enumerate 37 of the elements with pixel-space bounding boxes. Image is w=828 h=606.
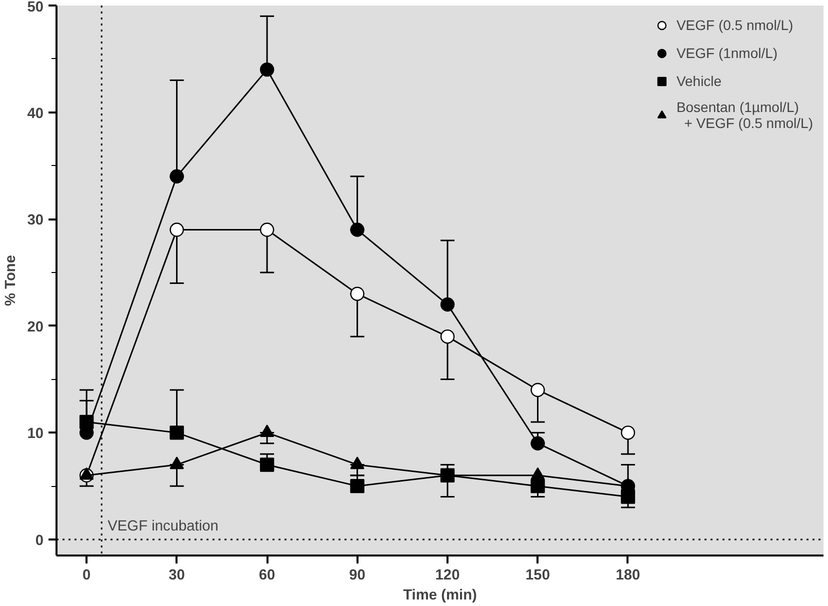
x-tick-label: 150 (526, 568, 550, 584)
x-tick-label: 90 (349, 568, 366, 584)
y-tick-label: 30 (27, 212, 44, 229)
legend-label: VEGF (0.5 nmol/L) (676, 17, 794, 33)
point (260, 62, 274, 77)
y-tick-label: 10 (27, 426, 44, 442)
legend-label: VEGF (1nmol/L) (676, 45, 778, 61)
y-axis-title: % Tone (3, 254, 20, 306)
legend-label: Vehicle (676, 73, 722, 89)
point (79, 414, 94, 430)
x-tick-label: 60 (258, 568, 276, 584)
point (260, 458, 274, 472)
point (260, 222, 274, 237)
x-tick-label: 0 (82, 568, 91, 584)
point (170, 222, 184, 237)
y-tick-label: 40 (27, 106, 44, 122)
y-tick-label: 50 (27, 0, 44, 16)
point (350, 478, 364, 494)
y-tick-label: 0 (35, 532, 44, 549)
point (170, 169, 184, 184)
point (620, 490, 636, 504)
x-tick-label: 30 (168, 568, 185, 584)
legend-label: Bosentan (1µmol/L) + VEGF (0.5 nmol/L) (676, 99, 813, 131)
point (530, 478, 545, 494)
point (350, 222, 364, 237)
point (620, 426, 636, 440)
point (530, 382, 545, 398)
point (350, 286, 364, 301)
point (170, 426, 184, 440)
point (530, 436, 545, 450)
x-tick-label: 120 (435, 568, 460, 584)
y-tick-label: 20 (27, 319, 44, 336)
point (440, 329, 455, 344)
point (440, 297, 455, 312)
x-tick-label: 180 (616, 568, 640, 584)
ref-line-label: VEGF incubation (108, 518, 218, 534)
x-axis-title: Time (min) (403, 588, 478, 604)
